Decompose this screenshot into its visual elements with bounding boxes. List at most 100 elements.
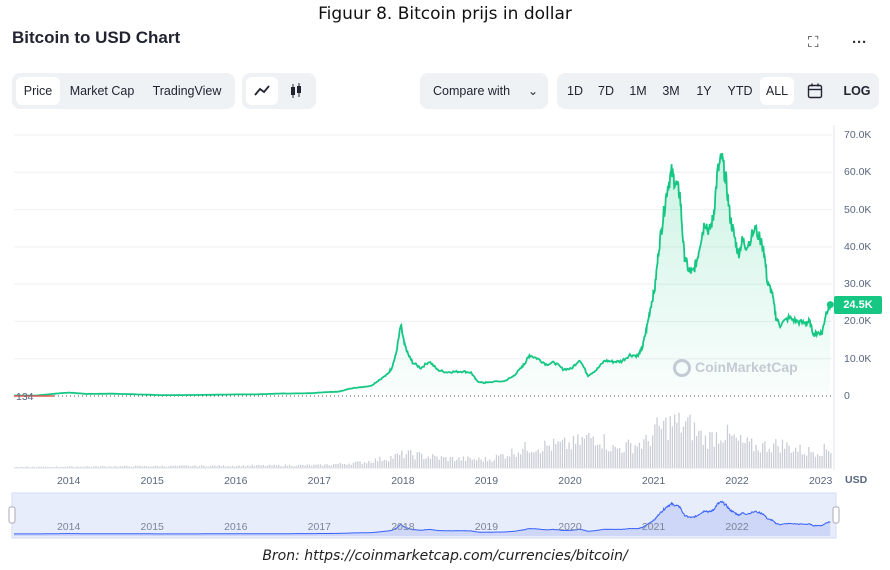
volume-bar (768, 448, 770, 468)
volume-bar (757, 450, 759, 468)
y-tick-label: 40.0K (844, 240, 872, 253)
log-scale-toggle[interactable]: LOG (843, 84, 871, 98)
volume-bar (341, 463, 344, 468)
more-icon[interactable]: ··· (852, 34, 867, 51)
volume-bar (812, 452, 814, 468)
navigator-handle (8, 506, 16, 524)
volume-bar (498, 455, 500, 468)
navigator-fill (14, 501, 831, 536)
volume-bar (762, 443, 764, 468)
range-1y[interactable]: 1Y (696, 84, 712, 98)
volume-bar (225, 466, 227, 468)
volume-bar (482, 461, 484, 468)
volume-bar (737, 440, 740, 468)
volume-bar (231, 465, 234, 468)
volume-bar (447, 461, 449, 468)
volume-bar (702, 444, 704, 468)
calendar-icon[interactable] (800, 77, 830, 105)
volume-bar (689, 414, 691, 468)
volume-bar (262, 464, 264, 468)
navigator-handle (832, 506, 840, 524)
volume-bar (196, 466, 198, 468)
range-ytd[interactable]: YTD (727, 84, 753, 98)
fullscreen-icon[interactable]: ⛶ (808, 34, 819, 51)
volume-bar (245, 466, 247, 468)
volume-bar (390, 455, 392, 468)
volume-bar (643, 439, 645, 468)
volume-bar (381, 461, 383, 468)
volume-bar (227, 466, 229, 468)
tab-market-cap[interactable]: Market Cap (69, 84, 135, 98)
volume-bar (755, 444, 757, 468)
volume-bar (698, 430, 700, 468)
volume-bar (148, 466, 150, 468)
volume-bar (691, 440, 693, 468)
volume-bar (476, 460, 478, 468)
volume-bar (368, 460, 370, 468)
volume-bar (649, 446, 652, 468)
volume-bar (119, 466, 121, 468)
volume-bar (594, 445, 597, 468)
volume-bar (302, 464, 304, 468)
tab-tradingview[interactable]: TradingView (152, 84, 222, 98)
volume-bar (220, 466, 223, 468)
volume-bar (528, 452, 531, 468)
volume-bar (385, 460, 388, 468)
volume-bar (95, 465, 97, 468)
volume-bar (658, 425, 660, 468)
y-tick-label: 60.0K (844, 166, 872, 179)
volume-bar (619, 447, 621, 468)
volume-bar (493, 460, 495, 468)
compare-with-dropdown[interactable]: Compare with ⌄ (420, 73, 548, 109)
volume-bar (192, 465, 194, 468)
volume-bar (33, 466, 36, 468)
chart-title: Bitcoin to USD Chart (12, 28, 181, 47)
volume-bar (656, 417, 658, 468)
volume-bar (786, 442, 788, 468)
range-1d[interactable]: 1D (567, 84, 583, 98)
volume-bar (223, 465, 225, 468)
volume-bar (454, 461, 456, 468)
volume-bar (487, 461, 489, 468)
volume-bar (759, 452, 762, 468)
range-all[interactable]: ALL (760, 77, 794, 105)
volume-bar (601, 448, 603, 468)
volume-bar (779, 452, 781, 468)
range-3m[interactable]: 3M (662, 84, 680, 98)
volume-bar (82, 466, 84, 468)
range-7d[interactable]: 7D (598, 84, 614, 98)
volume-bar (581, 436, 583, 468)
volume-bar (117, 466, 119, 468)
volume-bar (416, 452, 418, 468)
volume-bar (579, 444, 581, 468)
line-chart-icon[interactable] (246, 77, 278, 105)
navigator-line (14, 500, 831, 535)
volume-bar (168, 466, 170, 468)
volume-bar (511, 448, 513, 468)
volume-bar (616, 448, 619, 468)
min-price-label: 134 (16, 391, 34, 403)
navigator-tick-label: 2020 (558, 521, 582, 533)
volume-bar (733, 434, 735, 468)
volume-bar (764, 441, 766, 468)
volume-bar (449, 456, 451, 468)
candlestick-icon[interactable] (280, 77, 312, 105)
volume-bar (770, 452, 773, 468)
volume-bar (102, 466, 104, 468)
volume-bar (137, 465, 139, 468)
volume-bar (328, 465, 330, 468)
volume-bar (38, 466, 40, 468)
volume-bar (517, 452, 520, 468)
range-1m[interactable]: 1M (629, 84, 647, 98)
volume-bar (216, 466, 218, 468)
volume-bar (88, 466, 91, 468)
volume-bar (260, 465, 262, 468)
volume-bar (40, 466, 42, 468)
y-tick-label: 30.0K (844, 278, 872, 291)
volume-bar (203, 465, 205, 468)
volume-bar (93, 466, 95, 468)
tab-price[interactable]: Price (16, 77, 60, 105)
volume-bar (403, 458, 405, 468)
volume-bar (335, 464, 337, 468)
volume-bar (128, 466, 130, 468)
